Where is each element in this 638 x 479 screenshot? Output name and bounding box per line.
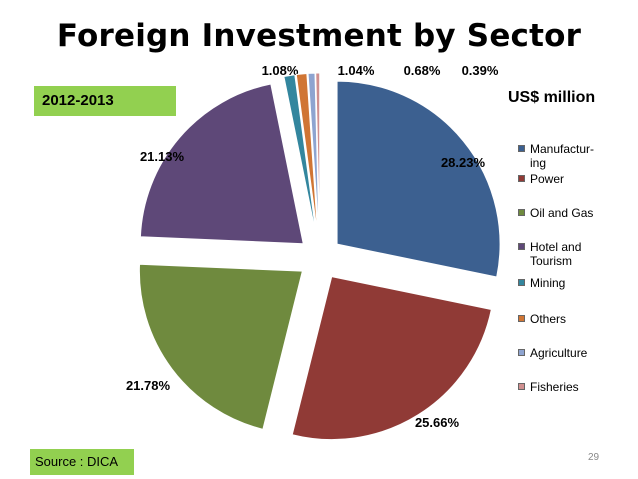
legend-label-agriculture: Agriculture — [530, 346, 588, 360]
legend-swatch-oil-and-gas — [518, 209, 525, 216]
pie-slice-fisheries — [315, 72, 321, 237]
legend-label-others: Others — [530, 312, 567, 326]
data-label-hotel-and-tourism: 21.13% — [140, 149, 185, 164]
legend-swatch-agriculture — [518, 349, 525, 356]
legend-swatch-power — [518, 175, 525, 182]
data-label-mining: 1.08% — [262, 63, 299, 78]
data-label-manufacturing: 28.23% — [441, 155, 486, 170]
legend-swatch-manufacturing — [518, 145, 525, 152]
pie-slice-hotel-and-tourism — [139, 83, 304, 245]
source-badge: Source : DICA — [30, 449, 134, 475]
slide-title: Foreign Investment by Sector — [56, 18, 582, 54]
pie-slice-oil-and-gas — [138, 263, 304, 430]
page-number: 29 — [588, 452, 600, 463]
data-label-oil-and-gas: 21.78% — [126, 378, 171, 393]
legend-label-power: Power — [530, 172, 565, 186]
unit-label: US$ million — [508, 89, 596, 106]
legend-label-hotel-and-tourism: Hotel and Tourism — [530, 240, 582, 268]
legend-swatch-fisheries — [518, 383, 525, 390]
legend-label-mining: Mining — [530, 276, 566, 290]
data-label-others: 1.04% — [338, 63, 375, 78]
data-label-fisheries: 0.39% — [462, 63, 499, 78]
legend-label-oil-and-gas: Oil and Gas — [530, 206, 594, 220]
legend-swatch-hotel-and-tourism — [518, 243, 525, 250]
data-label-power: 25.66% — [415, 415, 460, 430]
pie-slice-agriculture — [307, 72, 320, 237]
period-badge: 2012-2013 — [34, 86, 176, 116]
legend-label-fisheries: Fisheries — [530, 380, 579, 394]
legend-label-manufacturing: Manufactur-ing — [530, 142, 595, 170]
legend-swatch-others — [518, 315, 525, 322]
legend-swatch-mining — [518, 279, 525, 286]
data-label-agriculture: 0.68% — [404, 63, 441, 78]
pie-slice-power — [291, 276, 492, 441]
pie-slice-mining — [283, 74, 317, 237]
pie-slice-manufacturing — [336, 80, 501, 278]
pie-slice-others — [295, 72, 319, 237]
